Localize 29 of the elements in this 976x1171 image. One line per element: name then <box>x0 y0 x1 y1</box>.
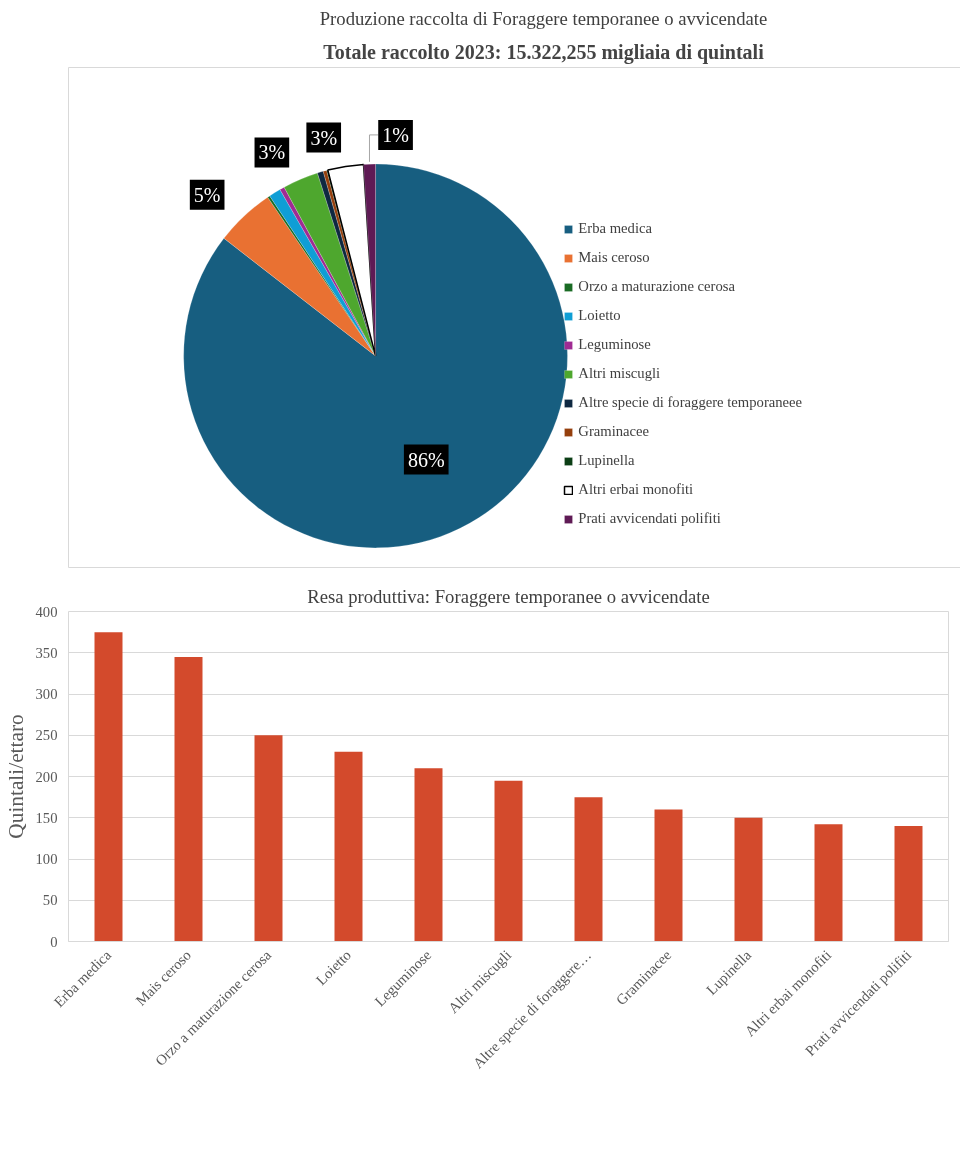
y-tick-label: 0 <box>50 933 58 950</box>
chart-title: Resa produttiva: Foraggere temporanee o avvicendate <box>307 585 710 607</box>
data-label: 3% <box>310 126 338 149</box>
y-tick-label: 100 <box>35 851 58 867</box>
y-tick-label: 300 <box>35 686 58 702</box>
y-tick-label: 250 <box>35 727 58 744</box>
legend-label: Erba medica <box>578 220 652 237</box>
legend-label: Altri miscugli <box>578 365 661 382</box>
y-tick-label: 50 <box>42 892 58 909</box>
legend-label: Lupinella <box>578 452 635 469</box>
legend-label: Altri erbai monofiti <box>578 481 694 498</box>
text: Totale raccolto 2023: 15.322,255 migliaia di quintali <box>323 40 765 64</box>
legend-label: Orzo a maturazione cerosa <box>578 278 735 295</box>
legend-label: Leguminose <box>578 336 651 353</box>
legend-label: Mais ceroso <box>578 249 650 266</box>
y-axis-title: Quintali/ettaro <box>3 714 28 839</box>
data-label: 1% <box>382 123 409 146</box>
y-tick-label: 400 <box>35 603 58 620</box>
data-label: 5% <box>193 183 221 206</box>
y-tick-label: 200 <box>35 768 58 785</box>
legend-label: Graminacee <box>578 423 650 440</box>
y-tick-label: 350 <box>35 644 58 661</box>
y-tick-label: 150 <box>35 809 58 826</box>
data-label: 86% <box>407 448 445 471</box>
legend-label: Altre specie di foraggere temporaneee <box>578 394 803 411</box>
legend-label: Loietto <box>578 307 621 324</box>
legend-label: Prati avvicendati polifiti <box>578 510 721 527</box>
data-label: 3% <box>258 141 286 164</box>
chart-title: Produzione raccolta di Foraggere temporanee o avvicendate <box>319 7 768 29</box>
